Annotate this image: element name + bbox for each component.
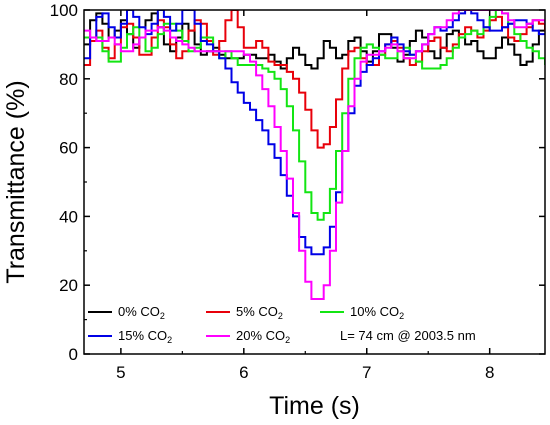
- series-line-5: [84, 10, 545, 300]
- legend-label-1: 0% CO2: [118, 304, 165, 321]
- y-tick-label: 60: [59, 139, 78, 158]
- legend: 0% CO2 5% CO2 10% CO2 15% CO2 20% CO2: [88, 304, 404, 345]
- y-tick-label: 100: [50, 1, 78, 20]
- y-tick-label: 40: [59, 207, 78, 226]
- x-tick-label: 5: [116, 363, 125, 382]
- y-tick-label: 80: [59, 70, 78, 89]
- annotation-text: L= 74 cm @ 2003.5 nm: [340, 328, 476, 343]
- series-line-3: [84, 10, 545, 221]
- series-layer: [84, 10, 545, 300]
- series-line-4: [84, 10, 545, 256]
- x-tick-label: 6: [239, 363, 248, 382]
- legend-label-2: 5% CO2: [236, 304, 283, 321]
- y-axis-title: Transmittance (%): [2, 80, 30, 283]
- series-line-2: [84, 10, 545, 149]
- legend-label-5: 20% CO2: [236, 328, 290, 345]
- x-tick-label: 8: [485, 363, 494, 382]
- x-tick-label: 7: [362, 363, 371, 382]
- y-tick-label: 20: [59, 276, 78, 295]
- legend-label-4: 15% CO2: [118, 328, 172, 345]
- x-axis-title: Time (s): [269, 392, 360, 420]
- y-tick-label: 0: [69, 345, 78, 364]
- legend-label-3: 10% CO2: [350, 304, 404, 321]
